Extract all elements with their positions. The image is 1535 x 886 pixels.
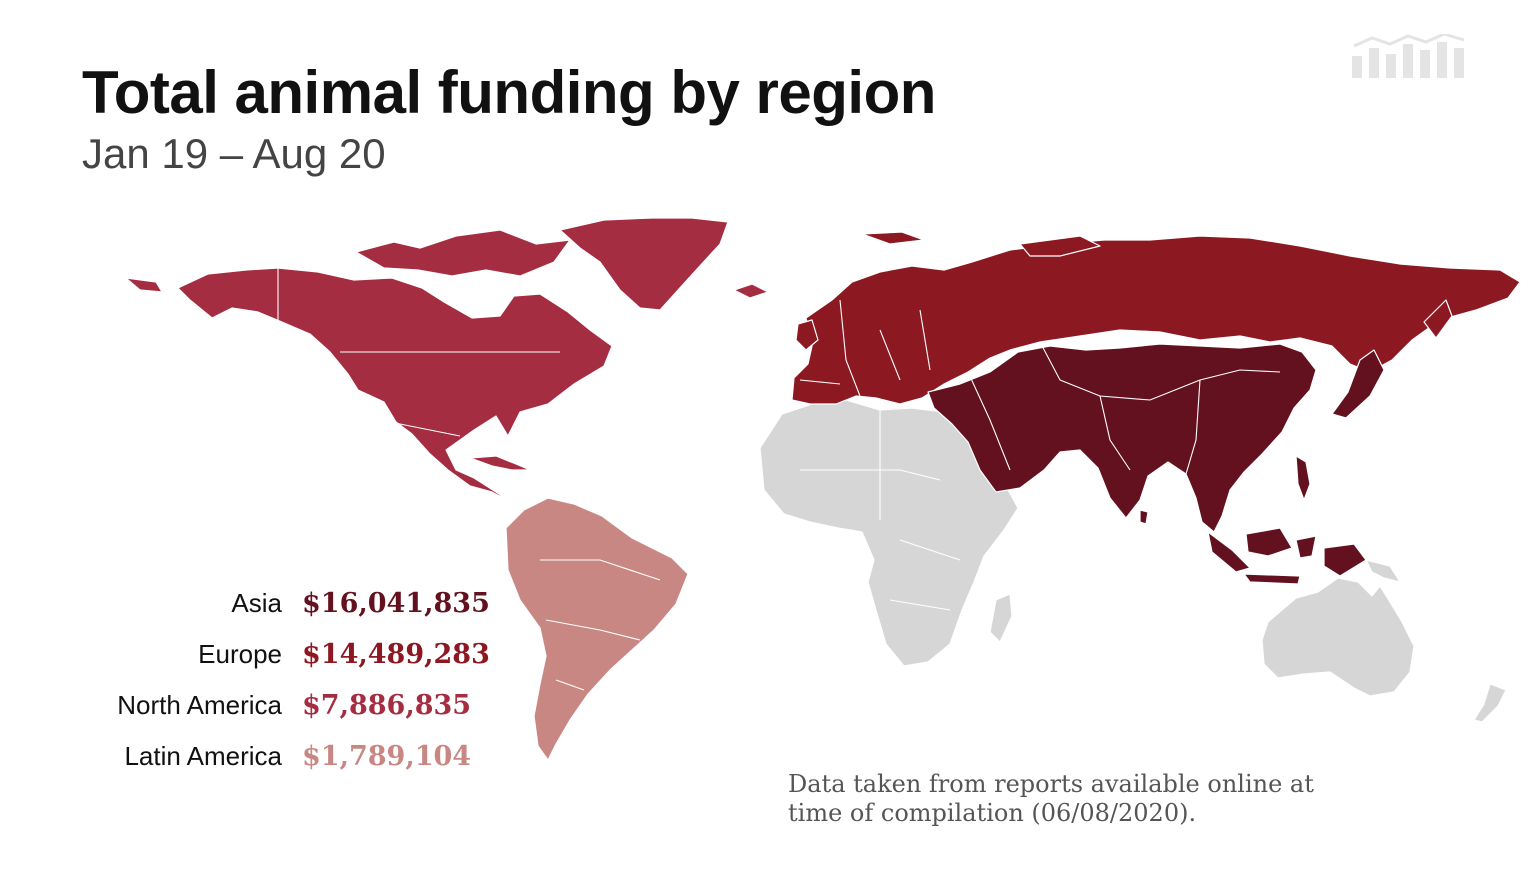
legend-value-europe: $14,489,283 xyxy=(302,639,490,670)
region-africa xyxy=(759,399,1019,667)
legend-label-north-america: North America xyxy=(117,690,282,720)
greenland xyxy=(559,217,729,311)
legend-row-north-america: North America $7,886,835 xyxy=(60,690,500,741)
new-zealand xyxy=(1473,683,1507,723)
country-borders xyxy=(277,268,1281,691)
legend-label-latin-america: Latin America xyxy=(124,741,282,771)
page-title: Total animal funding by region xyxy=(82,59,936,126)
north-america-mainland xyxy=(177,267,613,503)
iceland xyxy=(733,283,769,299)
legend-row-latin-america: Latin America $1,789,104 xyxy=(60,741,500,792)
new-guinea-east xyxy=(1365,559,1401,583)
sakhalin-kamchatka xyxy=(1423,299,1453,339)
legend-value-latin-america: $1,789,104 xyxy=(302,741,472,772)
sri-lanka xyxy=(1139,509,1149,525)
caribbean-islands xyxy=(469,455,531,471)
page-subtitle: Jan 19 – Aug 20 xyxy=(82,130,386,177)
japan xyxy=(1331,349,1385,419)
asia-mainland xyxy=(927,343,1317,533)
indonesia xyxy=(1207,527,1367,585)
arctic-islands-europe xyxy=(861,231,1101,257)
legend: Asia $16,041,835 Europe $14,489,283 Nort… xyxy=(60,588,500,792)
legend-value-north-america: $7,886,835 xyxy=(302,690,472,721)
australia xyxy=(1261,577,1415,697)
region-oceania xyxy=(1261,559,1507,723)
africa-mainland xyxy=(759,399,1019,667)
source-footnote: Data taken from reports available online… xyxy=(788,770,1314,827)
canada-arctic-islands xyxy=(355,229,571,277)
legend-label-europe: Europe xyxy=(198,639,282,669)
legend-row-asia: Asia $16,041,835 xyxy=(60,588,500,639)
legend-row-europe: Europe $14,489,283 xyxy=(60,639,500,690)
legend-value-asia: $16,041,835 xyxy=(302,588,490,619)
alaska-west xyxy=(125,277,163,293)
region-asia xyxy=(927,299,1453,585)
region-north-america xyxy=(125,217,769,503)
british-isles xyxy=(795,319,819,351)
madagascar xyxy=(989,593,1013,643)
legend-label-asia: Asia xyxy=(231,588,282,618)
philippines xyxy=(1295,455,1311,501)
bar-chart-logo-icon xyxy=(1352,34,1465,78)
